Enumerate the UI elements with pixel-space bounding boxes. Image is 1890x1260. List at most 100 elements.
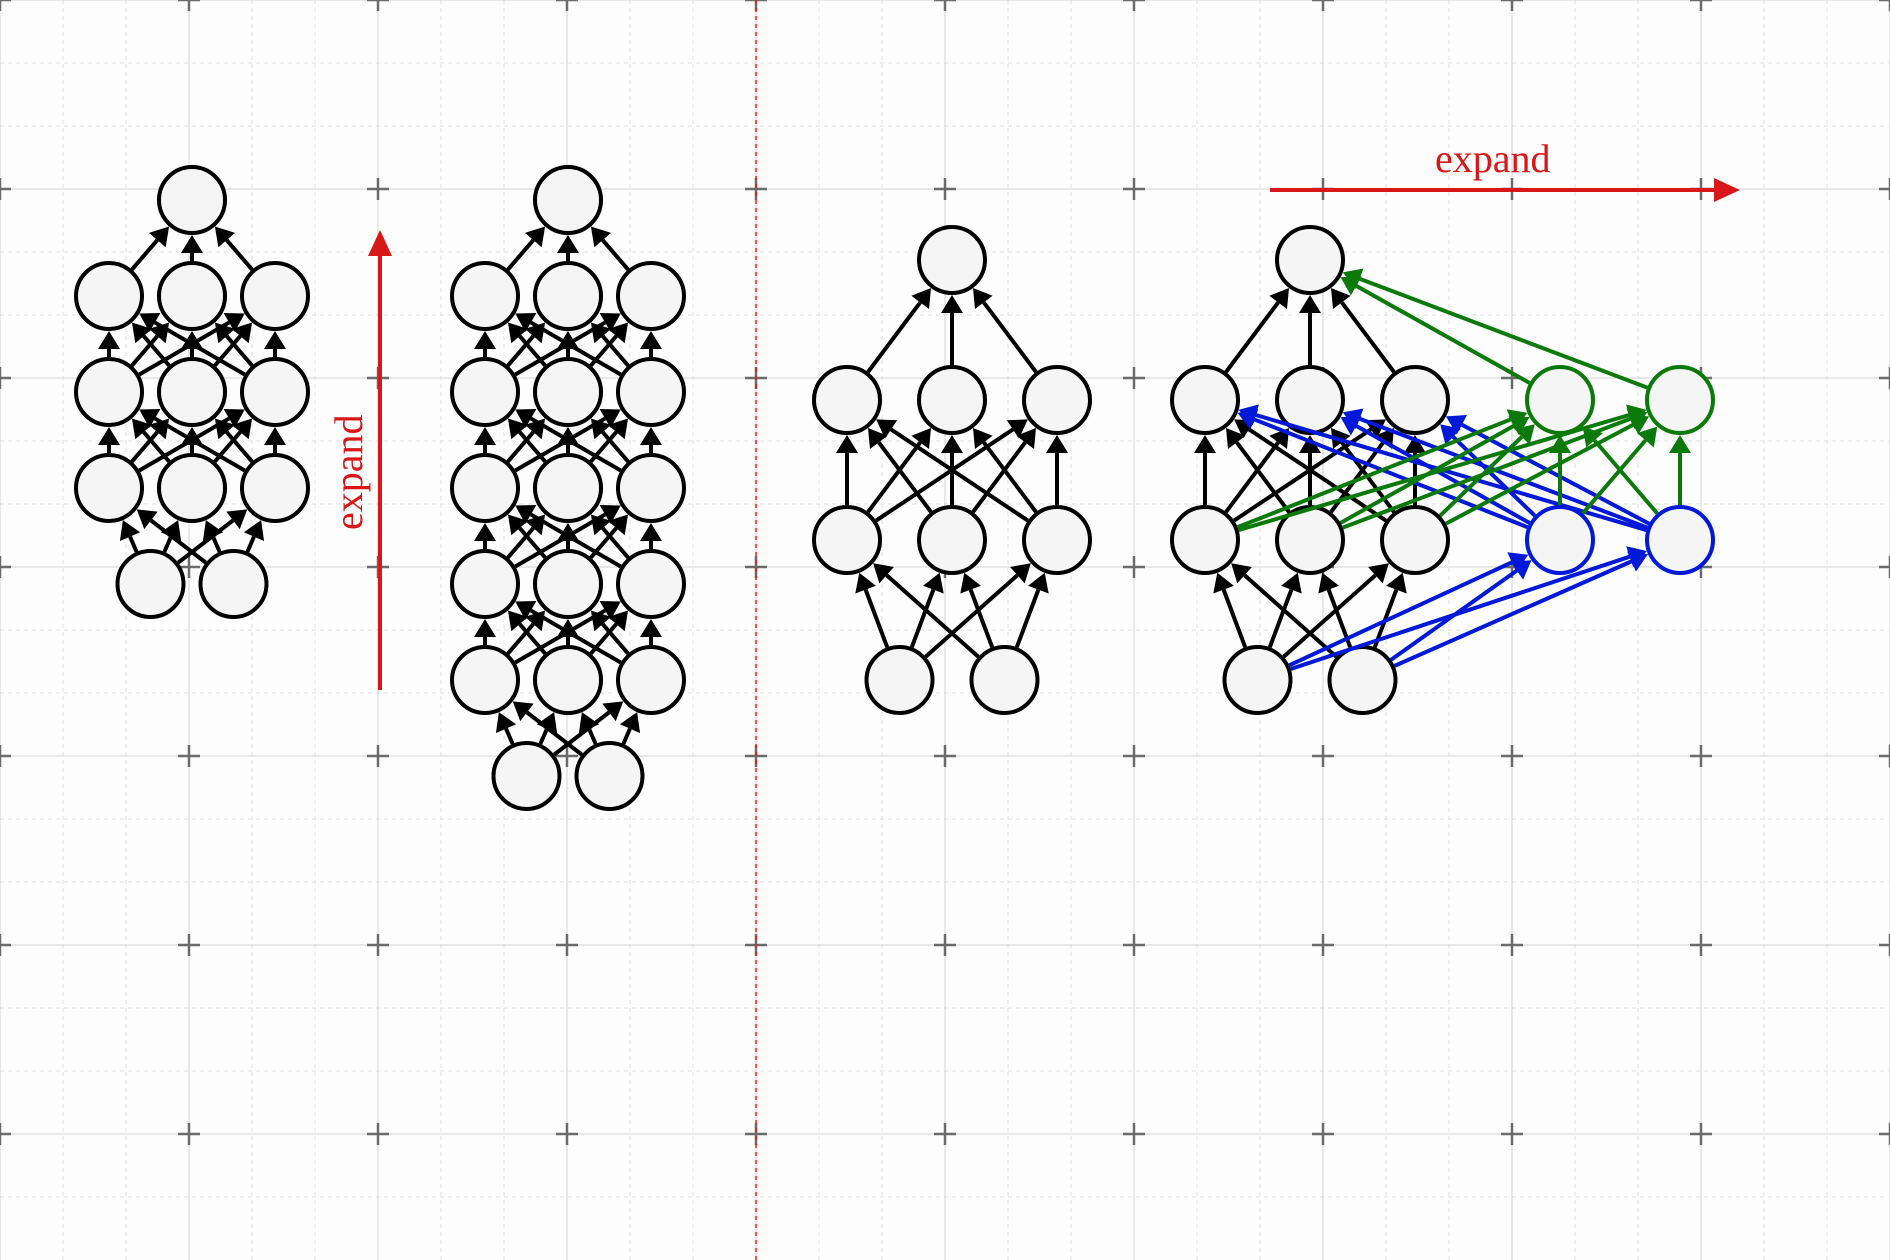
node [1277, 227, 1343, 293]
node [242, 455, 308, 521]
net-left-small [76, 167, 308, 617]
node [1382, 507, 1448, 573]
edge-arrowhead [1299, 295, 1321, 313]
edge [1391, 571, 1517, 660]
edge-arrowhead [911, 288, 931, 309]
node [535, 647, 601, 713]
node [1172, 507, 1238, 573]
node [159, 263, 225, 329]
edge [1017, 590, 1039, 648]
edge-arrowhead [1046, 435, 1068, 453]
node [494, 743, 560, 809]
edge [868, 302, 920, 372]
edge-arrowhead [1669, 435, 1691, 453]
edge [984, 302, 1036, 372]
edge [866, 590, 888, 648]
node-new-green [1647, 367, 1713, 433]
node [972, 647, 1038, 713]
net-left-tall [452, 167, 684, 809]
edge [868, 442, 920, 512]
node [618, 647, 684, 713]
edge-arrowhead [474, 427, 496, 445]
node [814, 507, 880, 573]
edge-arrowhead [474, 619, 496, 637]
node [452, 359, 518, 425]
edge-arrowhead [98, 427, 120, 445]
node [452, 647, 518, 713]
node [1382, 367, 1448, 433]
edge [1594, 440, 1657, 513]
edge [227, 240, 252, 269]
node [76, 263, 142, 329]
edge-arrowhead [640, 523, 662, 541]
edge-arrowhead [474, 523, 496, 541]
edge-arrowhead [640, 331, 662, 349]
edge [508, 240, 533, 269]
node [1172, 367, 1238, 433]
node [76, 455, 142, 521]
node [535, 359, 601, 425]
node [618, 455, 684, 521]
node [242, 359, 308, 425]
net-right-small-edges [836, 288, 1068, 657]
edge [1583, 440, 1646, 513]
node-new-blue [1647, 507, 1713, 573]
edge-arrowhead [1331, 288, 1351, 309]
node [618, 551, 684, 617]
edge-arrowhead [264, 427, 286, 445]
node [535, 551, 601, 617]
edge [589, 729, 596, 744]
edge-arrowhead [941, 295, 963, 313]
edge-arrowhead [602, 701, 623, 721]
net-right-wide [1172, 227, 1713, 713]
edge-arrowhead [226, 509, 247, 529]
node [159, 455, 225, 521]
node [1225, 647, 1291, 713]
node [118, 551, 184, 617]
node [1024, 367, 1090, 433]
edge [984, 442, 1036, 512]
edge [1226, 302, 1278, 372]
edge-arrowhead [1269, 288, 1289, 309]
edge [213, 537, 220, 552]
edge [603, 240, 628, 269]
edge-arrowhead [98, 331, 120, 349]
net-left-tall-nodes [452, 167, 684, 809]
node [452, 551, 518, 617]
net-right-small [814, 227, 1090, 713]
node [1330, 647, 1396, 713]
node [1024, 507, 1090, 573]
edge-arrowhead [1510, 560, 1531, 579]
edge [247, 537, 254, 552]
node-new-green [1527, 367, 1593, 433]
edge [1226, 442, 1278, 512]
edge-arrowhead [941, 435, 963, 453]
edge [1224, 590, 1246, 648]
edge [623, 729, 630, 744]
node [76, 359, 142, 425]
edge-arrowhead [557, 235, 579, 253]
node [577, 743, 643, 809]
node [535, 167, 601, 233]
node [919, 227, 985, 293]
node [535, 263, 601, 329]
edge-arrowhead [973, 288, 993, 309]
node [159, 359, 225, 425]
edge-arrowhead [264, 331, 286, 349]
node [919, 507, 985, 573]
node-new-blue [1527, 507, 1593, 573]
edge-arrowhead [181, 235, 203, 253]
edge [164, 537, 171, 552]
node [452, 455, 518, 521]
edge [130, 537, 137, 552]
edge [540, 729, 547, 744]
node [618, 263, 684, 329]
edge [506, 729, 513, 744]
edge-arrowhead [640, 619, 662, 637]
node [618, 359, 684, 425]
node [201, 551, 267, 617]
node [452, 263, 518, 329]
diagram-canvas: expandexpand [0, 0, 1890, 1260]
node [242, 263, 308, 329]
expand-label-left: expand [326, 414, 371, 530]
